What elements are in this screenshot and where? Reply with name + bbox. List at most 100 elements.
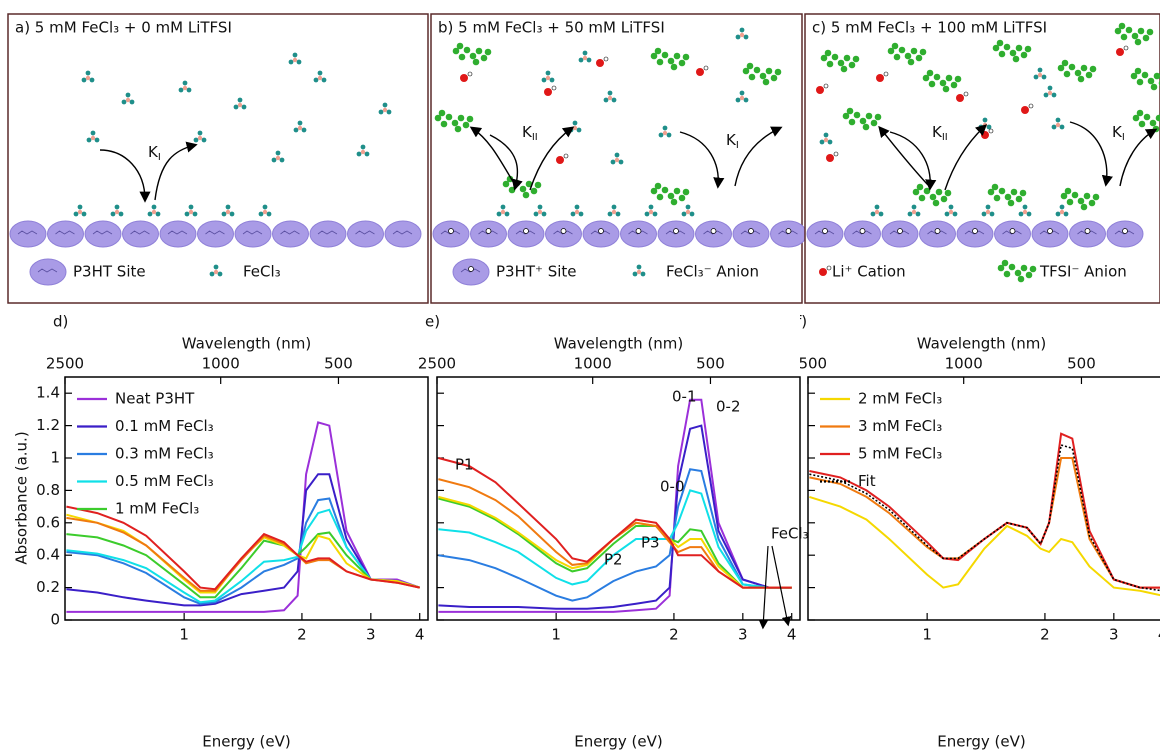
fe-atom [77,209,83,215]
tfsi-atom [530,187,538,195]
cl-atom [73,211,79,217]
tfsi-atom [748,73,756,81]
y-tick-label: 0.6 [36,513,60,531]
fe-atom [545,75,551,81]
tfsi-atom [1083,192,1091,200]
tfsi-atom [1019,189,1027,197]
spectrum-line [66,421,421,613]
charge [563,153,569,159]
tfsi-atom [480,54,488,62]
cl-atom [685,204,691,210]
fe-atom [572,125,578,131]
plot-frame [436,376,801,621]
fe-atom [85,75,91,81]
cl-atom [1026,211,1032,217]
cl-atom [271,157,277,163]
cl-atom [549,77,555,83]
cl-atom [155,211,161,217]
tfsi-atom [1010,188,1018,196]
charge [1123,45,1129,51]
cl-atom [739,90,745,96]
cl-atom [658,132,664,138]
charge [468,266,474,272]
x-axis-label: Energy (eV) [574,733,662,751]
p3ht-site [844,220,881,248]
x-tick-label: 2 [297,626,307,644]
annotation: FeCl₃ [771,525,809,543]
charge [972,228,978,234]
tfsi-atom [912,188,920,196]
p3ht-ring [1039,230,1060,235]
y-axis-label: Absorbance (a.u.) [13,431,31,564]
tfsi-atom [922,74,930,82]
fe-atom [225,209,231,215]
tfsi-atom [1155,114,1160,122]
arrow [679,131,725,189]
tfsi-atom [678,59,686,67]
tfsi-atom [525,180,533,188]
x-tick-label: 3 [1109,626,1119,644]
y-tick-label: 0.8 [36,481,60,499]
legend-label: 5 mM FeCl₃ [858,445,942,463]
cl-atom [1055,211,1061,217]
tfsi-atom [670,63,678,71]
tfsi-atom [682,53,690,61]
fe-atom [739,95,745,101]
cl-atom [321,77,327,83]
p3ht-ring [37,268,58,273]
cl-atom [1059,204,1065,210]
chart: d) Wavelength (nm) Energy (eV) Absorbance (… [13,313,429,751]
spectrum-line [66,531,420,599]
p3ht-ring [280,230,300,235]
arrow [734,126,783,187]
fe-atom [537,209,543,215]
spectrum-line [66,473,420,607]
charge [883,71,889,77]
p3ht-ring [515,230,536,235]
fe-atom [948,209,954,215]
schematic-legend-label: FeCl₃ [243,263,281,281]
tfsi-atom [440,120,448,128]
tfsi-atom [667,192,675,200]
x-tick-label: 1 [551,626,561,644]
y-tick-label: 1.2 [36,416,60,434]
tfsi-atom [451,119,459,127]
tfsi-atom [654,182,662,190]
fe-atom [262,209,268,215]
cl-atom [874,204,880,210]
spectrum-line [809,432,1160,589]
tfsi-atom [522,191,530,199]
fe-atom [125,97,131,103]
tfsi-atom [954,75,962,83]
fe-atom [607,95,613,101]
fe-atom [382,107,388,113]
cl-atom [275,150,281,156]
tfsi-atom [452,47,460,55]
tfsi-atom [445,113,453,121]
fe-atom [297,125,303,131]
fe-atom [685,209,691,215]
arrow [99,149,151,203]
cl-atom [952,211,958,217]
p3ht-site [272,220,309,248]
tfsi-atom [1118,22,1126,30]
tfsi-atom [1061,59,1069,67]
tfsi-atom [824,49,832,57]
cl-atom [386,109,392,115]
tfsi-atom [919,48,927,56]
rate-index: I [1122,132,1125,143]
tfsi-atom [670,198,678,206]
cl-atom [574,204,580,210]
tfsi-atom [929,193,937,201]
x-tick-label: 1 [179,626,189,644]
panel-title: b) 5 mM FeCl₃ + 50 mM LiTFSI [438,19,665,37]
tfsi-atom [891,42,899,50]
fe-atom [614,157,620,163]
charge [467,71,473,77]
cl-atom [1051,124,1057,130]
p3ht-ring [478,230,498,235]
charge [934,228,941,234]
cl-atom [644,211,650,217]
annotation-arrow [771,545,792,627]
